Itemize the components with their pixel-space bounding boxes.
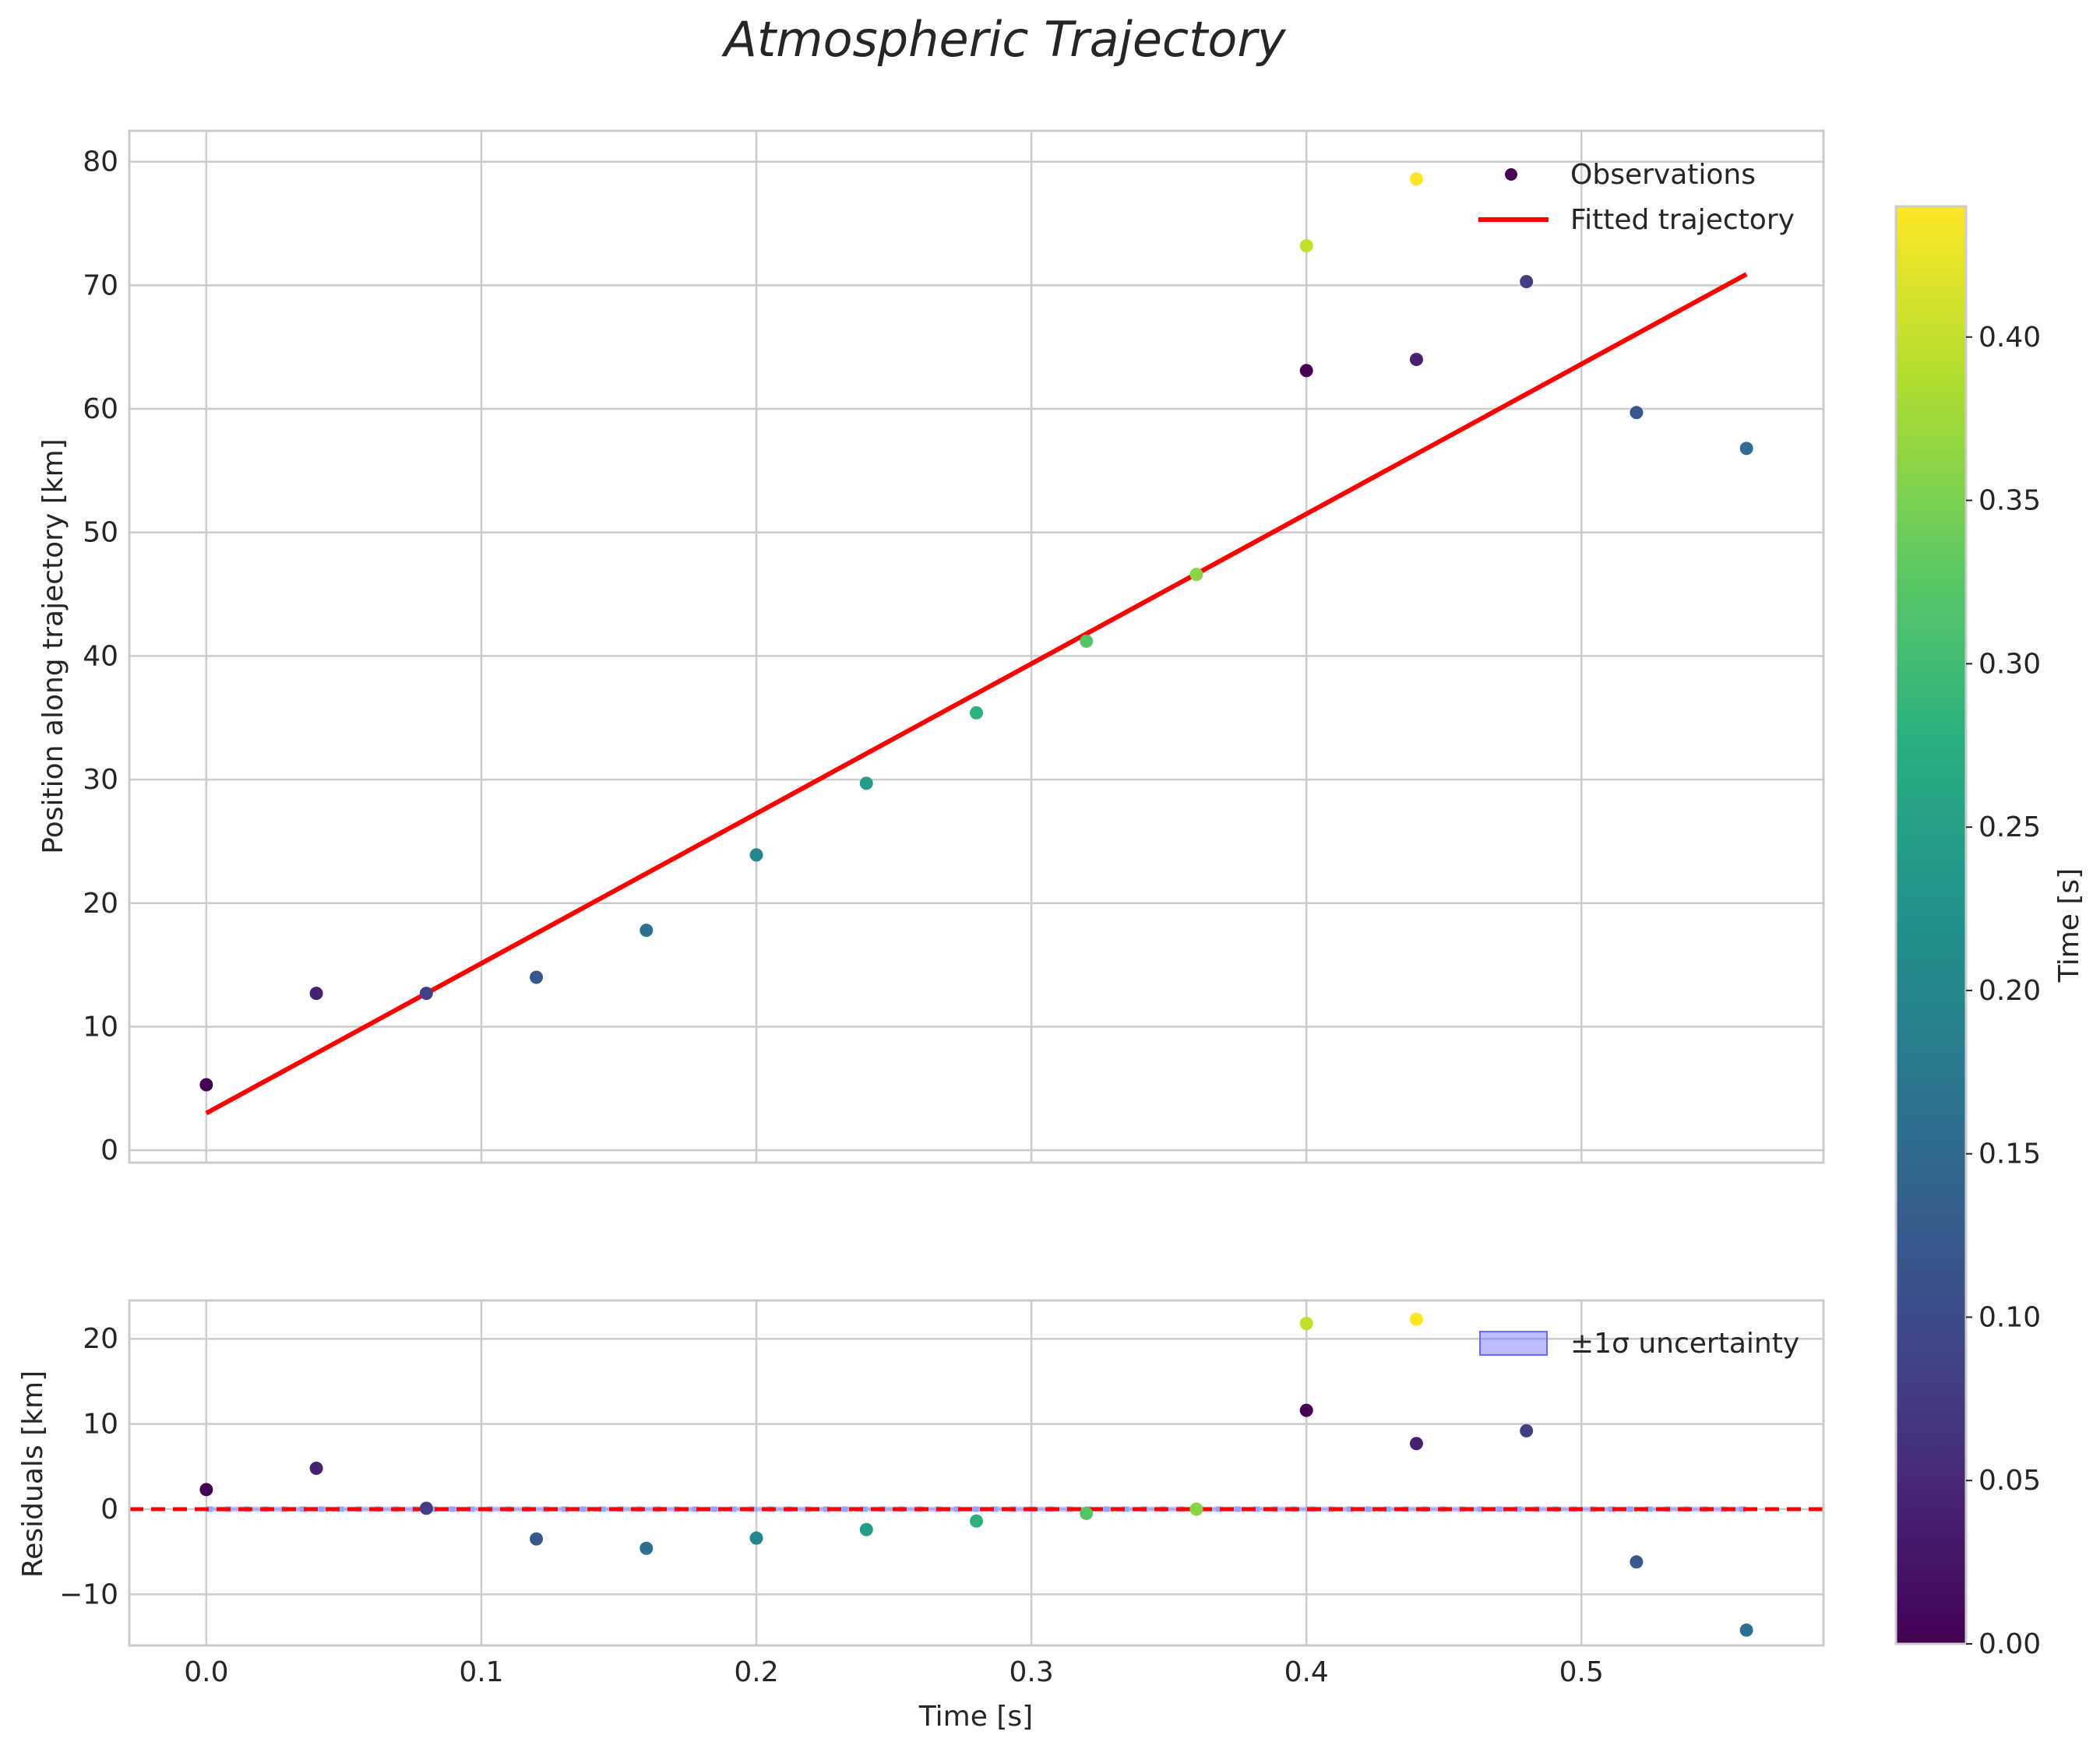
residuals-x-tick-labels: 0.0 0.1 0.2 0.3 0.4 0.5 xyxy=(184,1656,1604,1688)
y-tick-label: 50 xyxy=(83,517,118,549)
observation-point xyxy=(970,706,983,720)
observation-points xyxy=(199,172,1753,1092)
main-panel: 0 10 20 30 40 50 60 70 80 Position along traject… xyxy=(37,129,1825,1167)
observation-point xyxy=(1409,172,1423,186)
main-y-axis-label: Position along trajectory [km] xyxy=(37,438,69,853)
observation-point xyxy=(199,1078,213,1092)
observation-point xyxy=(419,987,433,1001)
residual-point xyxy=(1189,1502,1203,1516)
y-tick-label: 20 xyxy=(83,1323,118,1355)
observation-point xyxy=(309,987,323,1001)
residual-point xyxy=(749,1531,763,1545)
observation-point xyxy=(1739,442,1753,456)
residual-point xyxy=(419,1501,433,1515)
main-plot-background xyxy=(129,131,1823,1163)
y-tick-label: 60 xyxy=(83,393,118,425)
y-tick-label: −10 xyxy=(59,1578,118,1610)
colorbar-tick-label: 0.40 xyxy=(1978,322,2041,354)
residual-point xyxy=(1739,1623,1753,1637)
colorbar-tick-label: 0.30 xyxy=(1978,648,2041,680)
residual-point xyxy=(970,1514,983,1528)
residuals-plot-frame xyxy=(128,1299,1825,1647)
y-tick-label: 0 xyxy=(100,1494,118,1526)
observation-point xyxy=(859,776,873,790)
residual-point xyxy=(309,1461,323,1475)
legend-fit-label: Fitted trajectory xyxy=(1570,204,1795,236)
colorbar-tick-label: 0.05 xyxy=(1978,1465,2041,1497)
residual-point xyxy=(199,1483,213,1497)
residuals-plot-background xyxy=(129,1300,1823,1645)
fitted-trajectory xyxy=(205,272,1748,1116)
uncertainty-band xyxy=(206,1506,1747,1512)
residuals-panel: 0.0 0.1 0.2 0.3 0.4 0.5 −10 0 10 20 Residuals [k… xyxy=(17,1299,1825,1733)
colorbar-gradient xyxy=(1894,205,1968,1645)
residual-point xyxy=(530,1532,544,1546)
residual-point xyxy=(1630,1555,1644,1569)
main-y-tick-labels: 0 10 20 30 40 50 60 70 80 xyxy=(83,146,118,1167)
observation-point xyxy=(1299,364,1313,378)
x-tick-label: 0.2 xyxy=(734,1656,778,1688)
y-tick-label: 10 xyxy=(83,1011,118,1043)
observation-point xyxy=(640,924,654,938)
y-tick-label: 40 xyxy=(83,640,118,672)
colorbar-tick-label: 0.15 xyxy=(1978,1138,2041,1170)
legend-observations-label: Observations xyxy=(1570,159,1756,191)
observation-point xyxy=(749,848,763,862)
residual-point xyxy=(1409,1437,1423,1451)
colorbar: 0.00 0.05 0.10 0.15 0.20 0.25 0.30 0.35 0.40 Tim… xyxy=(1894,205,2085,1660)
x-tick-label: 0.5 xyxy=(1559,1656,1604,1688)
fitted-trajectory-line xyxy=(205,272,1748,1116)
y-tick-label: 0 xyxy=(100,1135,118,1167)
legend-observations-marker xyxy=(1505,168,1517,181)
colorbar-tick-label: 0.10 xyxy=(1978,1301,2041,1333)
colorbar-tick-label: 0.25 xyxy=(1978,811,2041,843)
residuals-y-tick-labels: −10 0 10 20 xyxy=(59,1323,118,1610)
y-tick-label: 70 xyxy=(83,269,118,301)
residual-points xyxy=(199,1312,1753,1637)
main-legend: Observations Fitted trajectory xyxy=(1478,159,1795,236)
main-gridlines xyxy=(129,131,1823,1163)
residuals-legend: ±1σ uncertainty xyxy=(1479,1328,1799,1360)
residuals-gridlines xyxy=(129,1300,1823,1645)
observation-point xyxy=(1189,568,1203,582)
x-tick-label: 0.0 xyxy=(184,1656,228,1688)
residual-point xyxy=(1409,1312,1423,1326)
legend-uncertainty-label: ±1σ uncertainty xyxy=(1570,1328,1799,1360)
observation-point xyxy=(1080,634,1094,648)
observation-point xyxy=(530,970,544,984)
main-plot-frame xyxy=(128,129,1825,1164)
residual-point xyxy=(859,1522,873,1536)
observation-point xyxy=(1409,353,1423,367)
residual-point xyxy=(1080,1506,1094,1520)
colorbar-label: Time [s] xyxy=(2053,868,2085,983)
y-tick-label: 20 xyxy=(83,888,118,920)
residual-point xyxy=(640,1541,654,1555)
colorbar-tick-label: 0.20 xyxy=(1978,975,2041,1007)
x-axis-label: Time [s] xyxy=(918,1701,1033,1733)
observation-point xyxy=(1630,406,1644,420)
x-tick-label: 0.3 xyxy=(1009,1656,1053,1688)
x-tick-label: 0.1 xyxy=(459,1656,503,1688)
y-tick-label: 30 xyxy=(83,764,118,796)
residuals-y-axis-label: Residuals [km] xyxy=(17,1371,49,1578)
y-tick-label: 10 xyxy=(83,1409,118,1441)
residual-point xyxy=(1299,1317,1313,1331)
colorbar-tick-label: 0.00 xyxy=(1978,1628,2041,1660)
residual-point xyxy=(1520,1423,1534,1438)
colorbar-ticks: 0.00 0.05 0.10 0.15 0.20 0.25 0.30 0.35 0.40 xyxy=(1966,322,2041,1660)
y-tick-label: 80 xyxy=(83,146,118,178)
legend-uncertainty-swatch xyxy=(1479,1331,1548,1356)
observation-point xyxy=(1299,239,1313,253)
residual-point xyxy=(1299,1403,1313,1417)
colorbar-tick-label: 0.35 xyxy=(1978,485,2041,517)
chart-title: Atmospheric Trajectory xyxy=(721,11,1286,68)
observation-point xyxy=(1520,275,1534,289)
x-tick-label: 0.4 xyxy=(1284,1656,1329,1688)
